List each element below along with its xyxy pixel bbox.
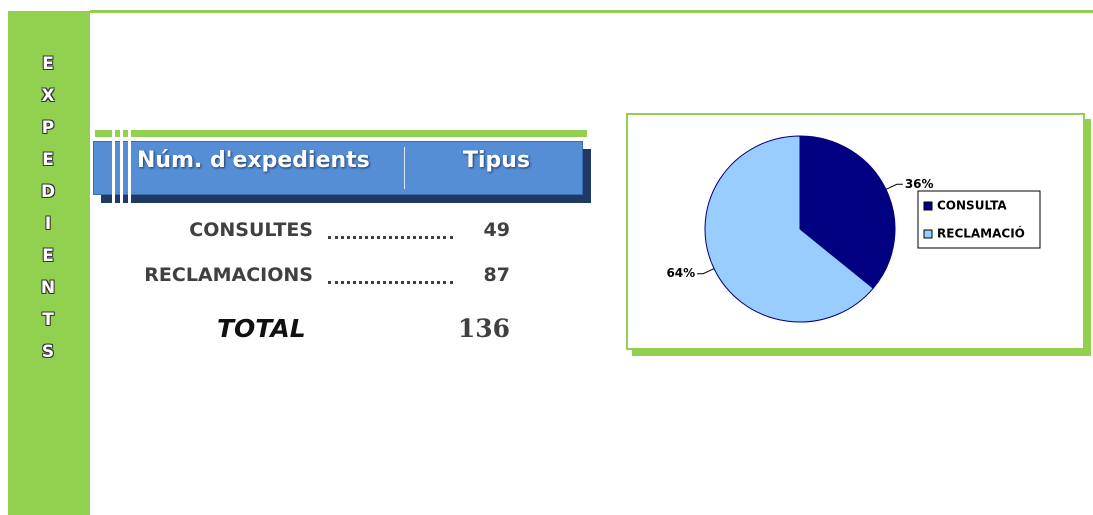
top-rule (90, 10, 1093, 13)
legend-label: RECLAMACIÓ (937, 226, 1025, 241)
legend-box (917, 190, 1041, 249)
table-header (93, 141, 583, 195)
total-label: TOTAL (217, 314, 306, 343)
row-label: RECLAMACIONS (144, 264, 313, 286)
stripe (128, 130, 131, 203)
legend-swatch (923, 201, 933, 211)
total-value: 136 (457, 314, 510, 343)
legend-label: CONSULTA (937, 199, 1007, 213)
legend-swatch (923, 229, 933, 239)
header-cell: Tipus (463, 148, 531, 173)
header-cell: Núm. d'expedients (137, 148, 370, 173)
leader (328, 281, 453, 284)
header-divider (404, 147, 405, 189)
row-value: 87 (483, 264, 510, 286)
sidebar-title: EXPEDIENTS (40, 54, 56, 362)
leader-line (885, 183, 903, 190)
stripe (112, 130, 115, 203)
header-accent (95, 130, 587, 137)
sidebar (8, 11, 90, 515)
row-value: 49 (483, 219, 510, 241)
data-label: 64% (666, 266, 695, 280)
leader-line (697, 268, 715, 275)
row-label: CONSULTES (189, 219, 313, 241)
data-label: 36% (905, 177, 934, 191)
pie-slice (799, 135, 896, 289)
leader (328, 236, 453, 239)
stripe (120, 130, 123, 203)
